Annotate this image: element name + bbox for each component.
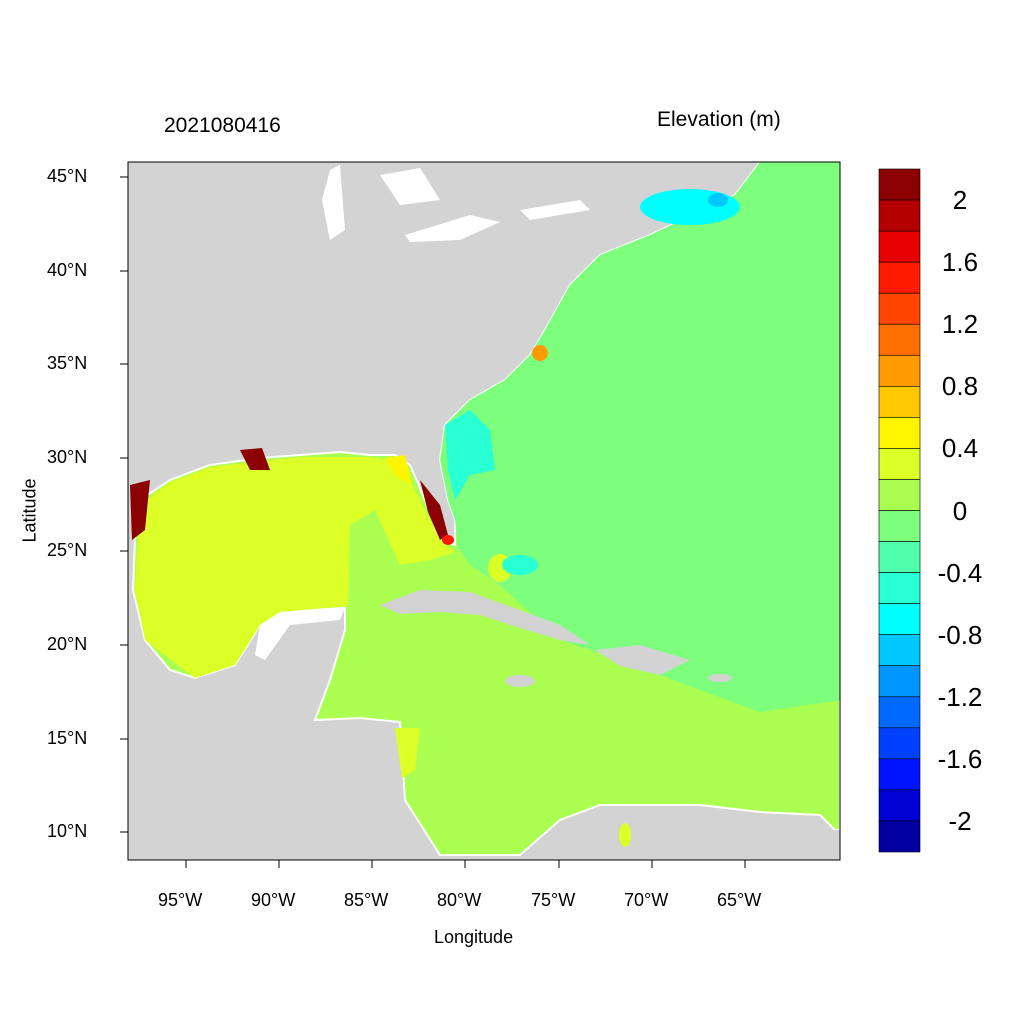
puerto-rico-land bbox=[708, 674, 732, 682]
colorbar-swatch bbox=[878, 727, 921, 760]
lake-erie bbox=[405, 215, 500, 242]
y-tick-label: 30°N bbox=[47, 447, 88, 467]
colorbar-swatch bbox=[878, 323, 921, 356]
colorbar-label: 0.8 bbox=[941, 371, 979, 402]
bay-of-fundy-anomaly bbox=[708, 193, 728, 207]
x-tick-label: 95°W bbox=[158, 890, 203, 910]
y-tick-label: 10°N bbox=[47, 821, 88, 841]
colorbar-swatch bbox=[878, 417, 921, 449]
florida-surge bbox=[420, 480, 448, 540]
x-tick-label: 75°W bbox=[531, 890, 576, 910]
y-tick-label: 25°N bbox=[47, 540, 88, 560]
colorbar-swatch bbox=[878, 261, 921, 294]
colorbar-label: 0 bbox=[952, 495, 968, 526]
colorbar-title: Elevation (m) bbox=[657, 108, 781, 131]
florida-surge-peak bbox=[442, 535, 454, 545]
x-tick-label: 85°W bbox=[344, 890, 389, 910]
colorbar-label: 1.6 bbox=[941, 247, 979, 278]
yucatan-shelf-edge bbox=[255, 608, 345, 660]
y-axis-label: Latitude bbox=[19, 478, 40, 543]
bahamas-anomaly bbox=[502, 555, 538, 575]
x-tick-label: 70°W bbox=[624, 890, 669, 910]
x-tick-label: 65°W bbox=[717, 890, 762, 910]
colorbar-swatch bbox=[878, 510, 921, 542]
big-bend-anomaly bbox=[385, 455, 412, 485]
south-america-land bbox=[560, 810, 840, 860]
x-tick-label: 80°W bbox=[437, 890, 482, 910]
colorbar-swatch bbox=[878, 448, 921, 480]
gulf-of-maine-anomaly bbox=[640, 189, 740, 225]
colorbar-label: 1.2 bbox=[941, 309, 979, 340]
atlantic-ocean bbox=[440, 162, 840, 712]
pamlico-anomaly bbox=[532, 345, 548, 361]
colorbar-label: -2 bbox=[948, 805, 972, 836]
colorbar-swatch bbox=[878, 479, 921, 511]
colorbar-label: -1.2 bbox=[937, 681, 983, 712]
y-tick-label: 45°N bbox=[47, 166, 88, 186]
y-tick-label: 20°N bbox=[47, 634, 88, 654]
colorbar-label: -0.4 bbox=[937, 557, 983, 588]
plot-timestamp: 2021080416 bbox=[164, 114, 281, 137]
lake-ontario bbox=[520, 200, 590, 220]
plot-frame bbox=[127, 161, 841, 861]
y-tick-label: 35°N bbox=[47, 353, 88, 373]
colorbar-swatch bbox=[878, 603, 921, 635]
colorbar-label: 0.4 bbox=[941, 433, 979, 464]
colorbar-swatch bbox=[878, 634, 921, 667]
colorbar-swatch bbox=[878, 696, 921, 729]
lake-michigan bbox=[322, 165, 345, 240]
x-axis-label: Longitude bbox=[434, 927, 514, 947]
colorbar-label: -0.8 bbox=[937, 619, 983, 650]
colorbar-swatch bbox=[878, 292, 921, 325]
maracaibo-lake bbox=[619, 823, 631, 847]
tick-marks bbox=[120, 176, 746, 868]
honduras-coast-anomaly bbox=[395, 728, 420, 778]
colorbar-label: 2 bbox=[952, 185, 968, 216]
hispaniola-land bbox=[595, 645, 690, 675]
x-tick-label: 90°W bbox=[251, 890, 296, 910]
colorbar-swatch bbox=[878, 758, 921, 791]
lake-huron bbox=[380, 168, 440, 205]
colorbar-label: -1.6 bbox=[937, 743, 983, 774]
colorbar-swatch bbox=[878, 168, 921, 201]
texas-surge bbox=[130, 480, 150, 540]
colorbar-swatch bbox=[878, 665, 921, 698]
jamaica-land bbox=[505, 675, 535, 687]
louisiana-surge bbox=[240, 448, 270, 470]
colorbar-swatch bbox=[878, 789, 921, 822]
y-tick-label: 40°N bbox=[47, 260, 88, 280]
colorbar bbox=[878, 168, 921, 853]
colorbar-swatch bbox=[878, 199, 921, 232]
colorbar-swatch bbox=[878, 572, 921, 604]
y-tick-label: 15°N bbox=[47, 728, 88, 748]
colorbar-swatch bbox=[878, 354, 921, 387]
colorbar-swatch bbox=[878, 386, 921, 418]
colorbar-swatch bbox=[878, 230, 921, 263]
cuba-land bbox=[380, 590, 590, 645]
gulf-of-mexico bbox=[135, 457, 455, 678]
coastal-strip-anomaly bbox=[445, 410, 495, 500]
colorbar-swatch bbox=[878, 820, 921, 853]
colorbar-swatch bbox=[878, 541, 921, 573]
